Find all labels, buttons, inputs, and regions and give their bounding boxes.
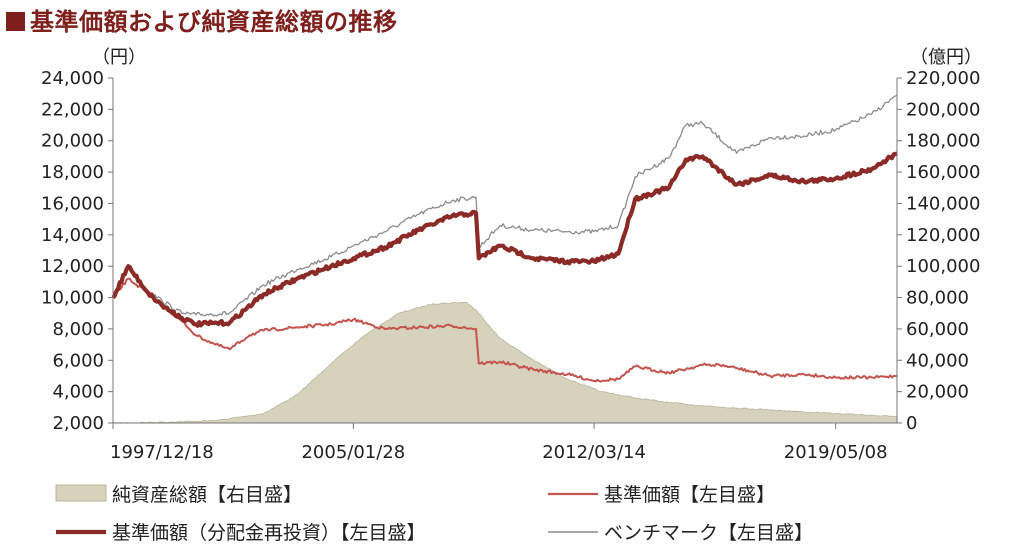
right-tick-label: 80,000 — [906, 288, 969, 309]
left-tick-label: 4,000 — [52, 382, 104, 403]
left-tick-label: 14,000 — [41, 225, 104, 246]
left-tick-label: 6,000 — [52, 350, 104, 371]
benchmark-line — [112, 94, 898, 317]
right-tick-label: 220,000 — [906, 68, 980, 89]
left-tick-label: 18,000 — [41, 162, 104, 183]
nav-line — [112, 277, 897, 383]
right-tick-label: 200,000 — [906, 99, 980, 120]
left-tick-label: 22,000 — [41, 99, 104, 120]
legend-label: 基準価額【左目盛】 — [604, 484, 775, 506]
left-tick-label: 10,000 — [41, 288, 104, 309]
right-tick-label: 140,000 — [906, 193, 980, 214]
left-tick-label: 16,000 — [41, 193, 104, 214]
title-marker-icon — [6, 12, 25, 31]
legend-swatch-net-assets — [55, 484, 107, 502]
left-tick-label: 20,000 — [41, 131, 104, 152]
right-axis-unit: （億円） — [910, 47, 982, 68]
left-tick-label: 24,000 — [41, 68, 104, 89]
nav-reinvested-line — [111, 151, 898, 328]
chart-title-text: 基準価額および純資産総額の推移 — [30, 8, 398, 36]
right-tick-label: 0 — [906, 413, 917, 434]
chart-title: 基準価額および純資産総額の推移 — [6, 2, 398, 37]
line-series-group — [111, 94, 898, 383]
right-tick-label: 20,000 — [906, 382, 969, 403]
right-tick-label: 120,000 — [906, 225, 980, 246]
left-tick-label: 12,000 — [41, 256, 104, 277]
right-tick-label: 160,000 — [906, 162, 980, 183]
x-tick-label: 1997/12/18 — [110, 442, 214, 463]
right-tick-label: 100,000 — [906, 256, 980, 277]
right-tick-label: 60,000 — [906, 319, 969, 340]
axes: 2,000 4,000 6,000 8,000 10,000 12,000 14,000 16… — [41, 68, 980, 463]
x-tick-label: 2012/03/14 — [542, 442, 646, 463]
legend: 純資産総額【右目盛】 基準価額【左目盛】基準価額（分配金再投資）【左目盛】 ベンチマ… — [55, 484, 813, 544]
x-tick-label: 2005/01/28 — [301, 442, 405, 463]
left-tick-label: 2,000 — [52, 413, 104, 434]
legend-label: 基準価額（分配金再投資）【左目盛】 — [112, 522, 426, 544]
right-tick-label: 180,000 — [906, 131, 980, 152]
x-tick-label: 2019/05/08 — [784, 442, 888, 463]
left-tick-label: 8,000 — [52, 319, 104, 340]
legend-label: ベンチマーク【左目盛】 — [604, 522, 813, 544]
legend-label: 純資産総額【右目盛】 — [112, 484, 302, 506]
left-axis-unit: （円） — [92, 47, 146, 68]
right-tick-label: 40,000 — [906, 350, 969, 371]
